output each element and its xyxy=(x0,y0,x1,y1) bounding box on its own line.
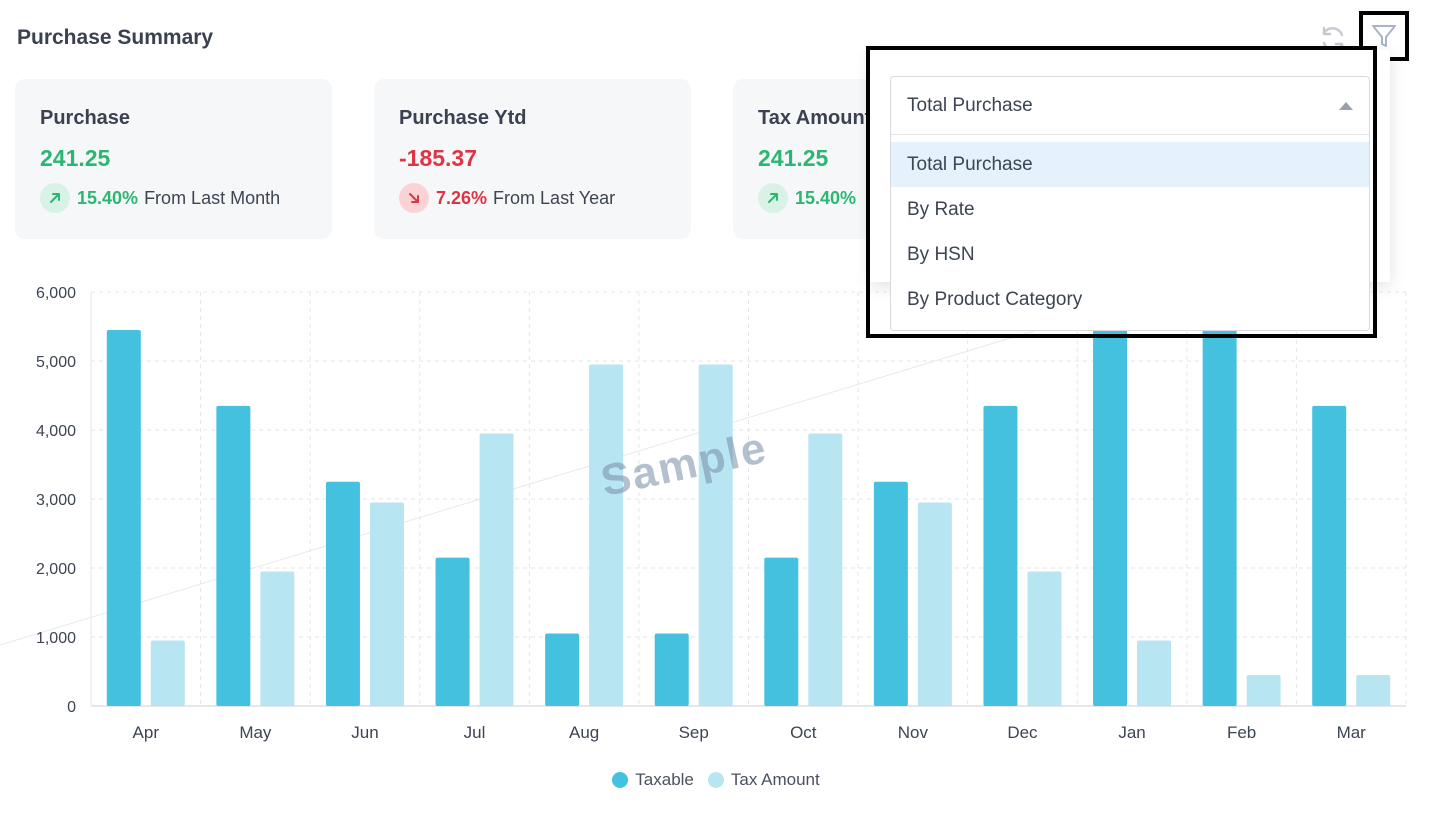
x-tick-label: Feb xyxy=(1227,723,1256,742)
bar-taxable[interactable] xyxy=(764,557,799,706)
stat-card-value: -185.37 xyxy=(399,145,478,171)
stat-card-label: Tax Amount xyxy=(758,107,872,129)
bar-taxable[interactable] xyxy=(1093,329,1128,706)
y-tick-label: 1,000 xyxy=(36,630,76,647)
dropdown-option[interactable]: By Rate xyxy=(907,199,975,220)
stat-card: Purchase 241.25 15.40% From Last Month xyxy=(15,79,332,239)
bar-tax-amount[interactable] xyxy=(1137,640,1172,706)
view-select-dropdown[interactable]: Total Purchase By Rate By HSN By Product Ca… xyxy=(890,76,1370,331)
arrow-up-right-icon xyxy=(758,183,788,213)
legend-dot-taxable xyxy=(612,772,629,788)
y-tick-label: 0 xyxy=(67,699,76,716)
stat-card-value: 241.25 xyxy=(40,145,111,171)
stat-card-trend: 15.40% From Last Month xyxy=(40,183,280,213)
bar-taxable[interactable] xyxy=(654,633,689,706)
stat-card-label: Purchase Ytd xyxy=(399,107,527,129)
y-tick-label: 2,000 xyxy=(36,561,76,578)
stat-card-percent: 15.40% xyxy=(795,187,857,208)
x-tick-label: Oct xyxy=(790,723,817,742)
x-tick-label: Jan xyxy=(1118,723,1145,742)
y-tick-label: 6,000 xyxy=(36,285,76,302)
legend-item-taxable[interactable]: Taxable xyxy=(612,770,694,790)
arrow-up-right-icon xyxy=(40,183,70,213)
bar-tax-amount[interactable] xyxy=(1246,674,1281,706)
bar-taxable[interactable] xyxy=(873,481,908,706)
bar-tax-amount[interactable] xyxy=(1356,674,1391,706)
stat-card-percent: 7.26% xyxy=(436,187,488,208)
filter-icon xyxy=(1372,25,1396,47)
x-tick-label: Mar xyxy=(1337,723,1367,742)
x-tick-label: May xyxy=(239,723,272,742)
legend-item-tax-amount[interactable]: Tax Amount xyxy=(707,770,820,790)
bar-taxable[interactable] xyxy=(1202,329,1237,706)
stat-card-trend: 7.26% From Last Year xyxy=(399,183,615,213)
view-select-field[interactable] xyxy=(891,77,1369,135)
dropdown-option[interactable]: Total Purchase xyxy=(891,142,1369,187)
bar-taxable[interactable] xyxy=(435,557,470,706)
dropdown-options-list: Total Purchase By Rate By HSN By Product Ca… xyxy=(891,142,1369,322)
bar-tax-amount[interactable] xyxy=(917,502,952,706)
dropdown-option[interactable]: By Product Category xyxy=(907,289,1083,310)
bar-tax-amount[interactable] xyxy=(589,364,624,706)
stat-card-percent: 15.40% xyxy=(77,187,139,208)
bar-tax-amount[interactable] xyxy=(479,433,514,706)
bar-taxable[interactable] xyxy=(545,633,580,706)
bar-tax-amount[interactable] xyxy=(698,364,733,706)
view-select-input[interactable] xyxy=(907,94,1307,117)
bar-taxable[interactable] xyxy=(106,329,141,706)
stat-card-label: Purchase xyxy=(40,107,131,129)
stat-card-value: 241.25 xyxy=(758,145,829,171)
legend-label-tax-amount: Tax Amount xyxy=(730,770,820,789)
y-tick-label: 4,000 xyxy=(36,423,76,440)
bar-taxable[interactable] xyxy=(325,481,360,706)
x-tick-label: Jul xyxy=(464,723,486,742)
x-tick-label: Dec xyxy=(1007,723,1038,742)
x-tick-label: Aug xyxy=(569,723,599,742)
stat-card-trend: 15.40% xyxy=(758,183,862,213)
arrow-down-right-icon xyxy=(399,183,429,213)
y-tick-label: 5,000 xyxy=(36,354,76,371)
highlight-frame xyxy=(866,46,1377,338)
chart-legend: Taxable Tax Amount xyxy=(0,770,1432,790)
y-tick-label: 3,000 xyxy=(36,492,76,509)
bar-taxable[interactable] xyxy=(1312,405,1347,706)
legend-label-taxable: Taxable xyxy=(635,770,694,789)
page-title: Purchase Summary xyxy=(17,26,214,49)
stat-card: Purchase Ytd -185.37 7.26% From Last Year xyxy=(374,79,691,239)
bar-tax-amount[interactable] xyxy=(1027,571,1062,706)
bar-tax-amount[interactable] xyxy=(808,433,843,706)
purchase-bar-chart: 0 1,000 2,000 3,000 4,000 5,000 6,000 Apr May Jun… xyxy=(0,270,1407,742)
x-tick-label: Apr xyxy=(133,723,160,742)
dropdown-option[interactable]: By HSN xyxy=(907,244,975,265)
bar-tax-amount[interactable] xyxy=(260,571,295,706)
bar-tax-amount[interactable] xyxy=(369,502,404,706)
bar-tax-amount[interactable] xyxy=(150,640,185,706)
x-tick-label: Sep xyxy=(679,723,709,742)
stat-card-reference: From Last Year xyxy=(493,187,616,208)
x-tick-label: Jun xyxy=(351,723,378,742)
bar-taxable[interactable] xyxy=(216,405,251,706)
caret-up-icon[interactable] xyxy=(1339,101,1353,110)
stat-card-reference: From Last Month xyxy=(144,187,281,208)
legend-dot-tax-amount xyxy=(707,772,724,788)
x-tick-label: Nov xyxy=(898,723,929,742)
bar-taxable[interactable] xyxy=(983,405,1018,706)
